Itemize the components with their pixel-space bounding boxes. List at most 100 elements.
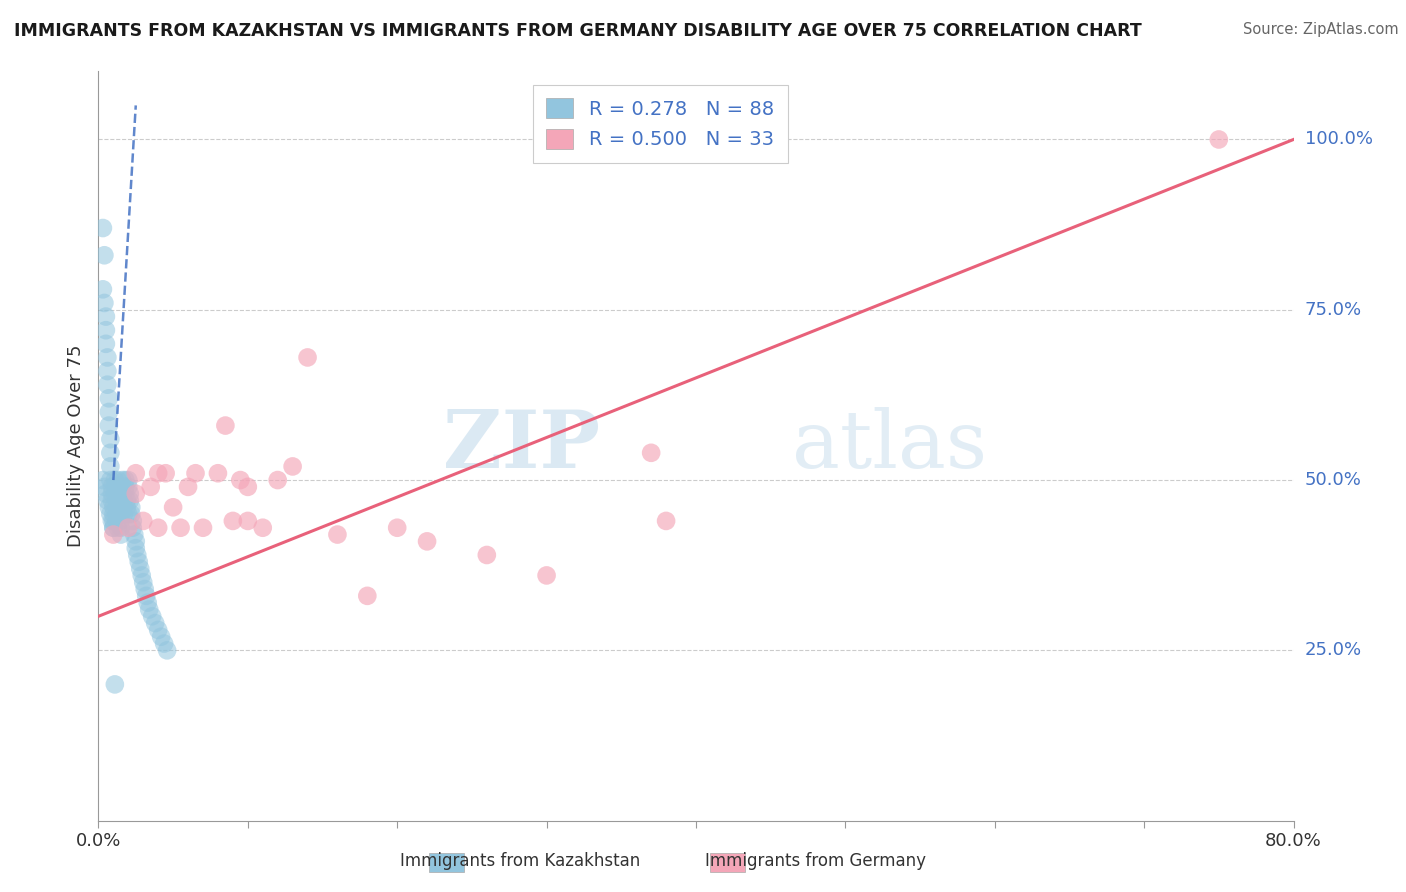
Point bbox=[103, 521, 125, 535]
Point bbox=[207, 467, 229, 481]
Point bbox=[96, 364, 118, 378]
Point bbox=[252, 521, 274, 535]
Point bbox=[98, 459, 122, 474]
Point bbox=[124, 527, 146, 541]
Point bbox=[103, 500, 125, 515]
Point bbox=[114, 486, 136, 500]
Point bbox=[105, 500, 128, 515]
Point bbox=[112, 507, 135, 521]
Text: 100.0%: 100.0% bbox=[1305, 130, 1372, 148]
Point bbox=[108, 493, 131, 508]
Point bbox=[91, 282, 114, 296]
Point bbox=[135, 589, 157, 603]
Point bbox=[136, 596, 159, 610]
Point bbox=[98, 432, 122, 446]
Point bbox=[112, 500, 135, 515]
Point bbox=[148, 467, 170, 481]
Point bbox=[97, 500, 120, 515]
Point bbox=[148, 623, 170, 637]
Y-axis label: Disability Age Over 75: Disability Age Over 75 bbox=[66, 344, 84, 548]
Point bbox=[236, 480, 259, 494]
Point bbox=[103, 527, 125, 541]
Point bbox=[94, 310, 117, 324]
Point bbox=[141, 609, 163, 624]
Point bbox=[114, 473, 136, 487]
Point bbox=[297, 351, 319, 365]
Point bbox=[153, 636, 176, 650]
Point bbox=[169, 521, 191, 535]
Point bbox=[148, 521, 170, 535]
Point bbox=[121, 521, 143, 535]
Point bbox=[117, 480, 139, 494]
Point bbox=[97, 405, 120, 419]
Point bbox=[125, 486, 148, 500]
Point bbox=[112, 493, 135, 508]
Text: 25.0%: 25.0% bbox=[1305, 641, 1362, 659]
Point bbox=[104, 480, 127, 494]
Point bbox=[326, 527, 349, 541]
Point bbox=[125, 541, 148, 556]
Point bbox=[110, 514, 132, 528]
Point bbox=[110, 521, 132, 535]
Point bbox=[236, 514, 259, 528]
Point bbox=[129, 561, 152, 575]
Point bbox=[281, 459, 304, 474]
Point bbox=[416, 534, 439, 549]
Point bbox=[267, 473, 290, 487]
Point bbox=[101, 486, 124, 500]
Point bbox=[1208, 132, 1230, 146]
Point bbox=[93, 480, 115, 494]
Point bbox=[103, 521, 125, 535]
Point bbox=[93, 296, 115, 310]
Point bbox=[110, 527, 132, 541]
Point bbox=[120, 507, 142, 521]
Point bbox=[118, 486, 141, 500]
Text: Immigrants from Germany: Immigrants from Germany bbox=[704, 852, 927, 870]
Point bbox=[104, 486, 127, 500]
Point bbox=[475, 548, 498, 562]
Point bbox=[104, 473, 127, 487]
Point bbox=[94, 323, 117, 337]
Point bbox=[184, 467, 207, 481]
Point bbox=[101, 480, 124, 494]
Point bbox=[128, 555, 150, 569]
Point bbox=[105, 493, 128, 508]
Point bbox=[222, 514, 245, 528]
Point bbox=[98, 473, 122, 487]
Text: Source: ZipAtlas.com: Source: ZipAtlas.com bbox=[1243, 22, 1399, 37]
Point bbox=[96, 351, 118, 365]
Point bbox=[356, 589, 378, 603]
Text: 50.0%: 50.0% bbox=[1305, 471, 1361, 489]
Point bbox=[132, 514, 155, 528]
Point bbox=[117, 521, 139, 535]
Point bbox=[111, 473, 134, 487]
Point bbox=[103, 514, 125, 528]
Point bbox=[105, 507, 128, 521]
Point bbox=[131, 568, 153, 582]
Point bbox=[385, 521, 409, 535]
Point bbox=[117, 473, 139, 487]
Point bbox=[132, 575, 155, 590]
Point bbox=[108, 486, 131, 500]
Point bbox=[177, 480, 200, 494]
Point bbox=[103, 507, 125, 521]
Point bbox=[138, 602, 160, 616]
Point bbox=[117, 507, 139, 521]
Point bbox=[98, 507, 122, 521]
Point bbox=[93, 248, 115, 262]
Point bbox=[94, 486, 117, 500]
Point bbox=[125, 534, 148, 549]
Point bbox=[111, 480, 134, 494]
Text: atlas: atlas bbox=[792, 407, 987, 485]
Point bbox=[156, 643, 179, 657]
Point bbox=[115, 500, 138, 515]
Point bbox=[91, 473, 114, 487]
Point bbox=[114, 480, 136, 494]
Point bbox=[640, 446, 662, 460]
Point bbox=[125, 467, 148, 481]
Point bbox=[96, 377, 118, 392]
Point bbox=[134, 582, 156, 596]
Legend: R = 0.278   N = 88, R = 0.500   N = 33: R = 0.278 N = 88, R = 0.500 N = 33 bbox=[533, 85, 787, 163]
Point bbox=[107, 521, 129, 535]
Point bbox=[139, 480, 162, 494]
